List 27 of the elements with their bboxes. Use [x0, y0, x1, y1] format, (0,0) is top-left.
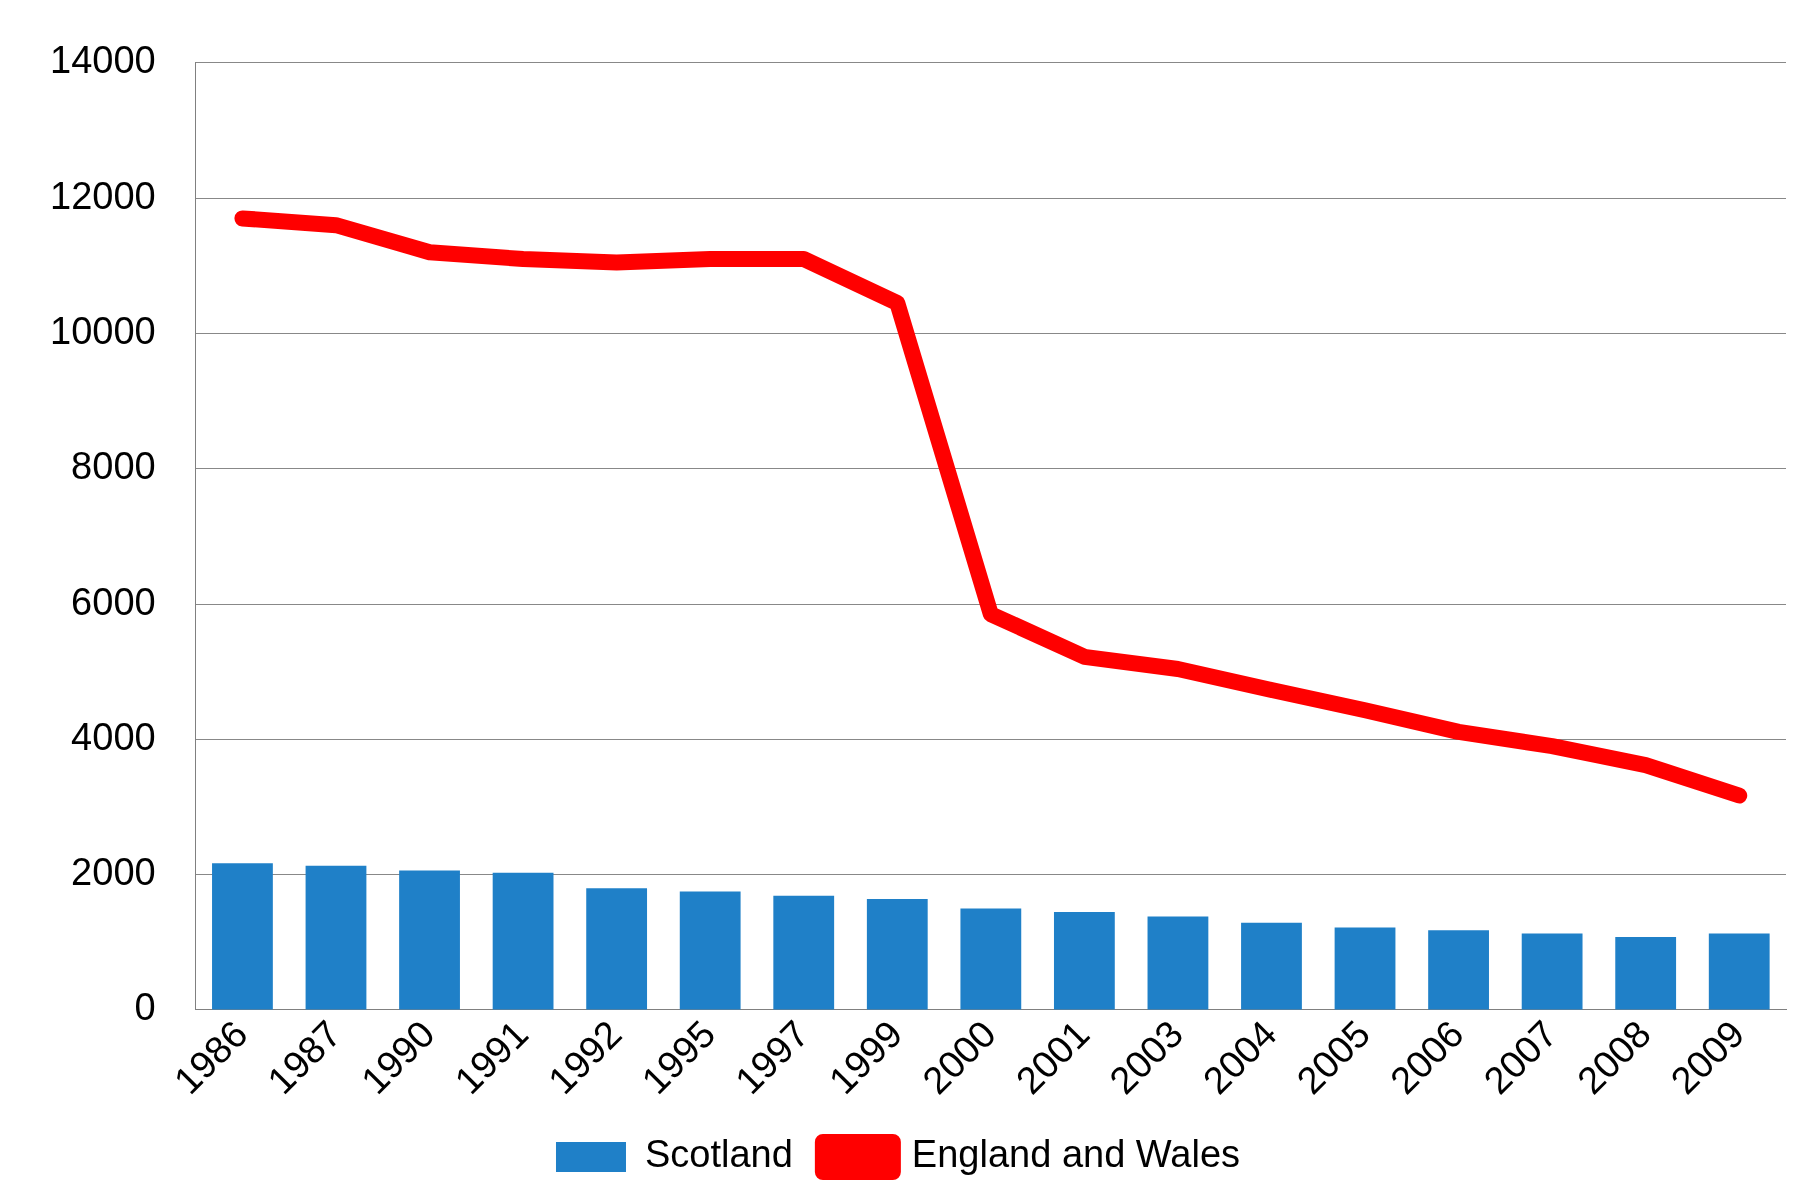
bar [1708, 933, 1770, 1010]
bar [1241, 922, 1302, 1010]
y-tick-label: 14000 [50, 39, 156, 82]
y-tick-label: 2000 [71, 851, 156, 894]
bar [1334, 927, 1396, 1010]
bar [866, 899, 928, 1010]
bar [305, 865, 367, 1010]
bar [1053, 911, 1115, 1010]
bar [960, 908, 1022, 1010]
legend-label: England and Wales [911, 1133, 1241, 1176]
bar [773, 895, 835, 1010]
y-tick-label: 4000 [71, 715, 156, 758]
bar [399, 870, 460, 1010]
y-tick-label: 6000 [71, 580, 156, 623]
y-tick-label: 12000 [50, 174, 156, 217]
bar [586, 888, 648, 1010]
bar [492, 872, 554, 1010]
bar [1615, 936, 1677, 1010]
y-tick-label: 10000 [50, 309, 156, 352]
legend-label: Scotland [644, 1133, 793, 1176]
bar [1428, 930, 1489, 1010]
bar [1147, 916, 1209, 1010]
bar [679, 891, 741, 1010]
y-tick-label: 8000 [71, 445, 156, 488]
y-tick-label: 0 [134, 986, 156, 1029]
bar [212, 863, 273, 1010]
bar [1521, 933, 1583, 1010]
